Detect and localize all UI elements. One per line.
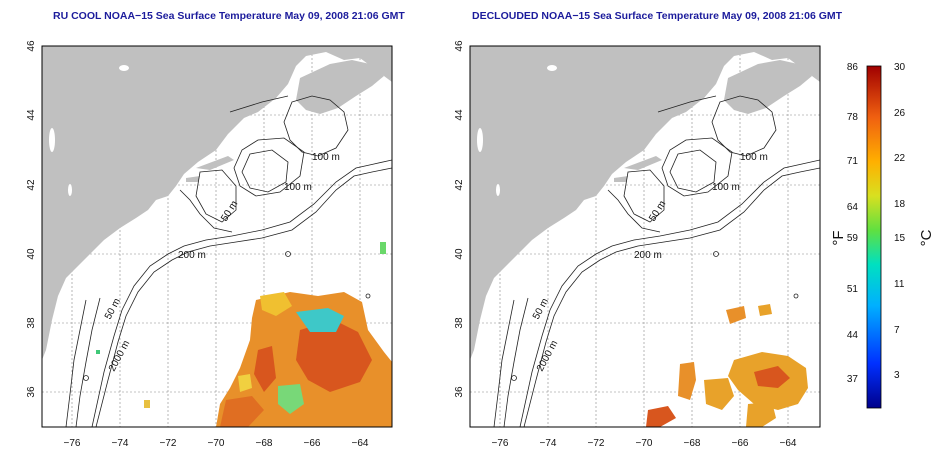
left-map	[42, 46, 392, 427]
lat-tick-label: 36	[26, 386, 37, 398]
lat-tick-label: 40	[26, 248, 37, 260]
colorbar-c-ticks: 30 26 22 18 15 11 7 3	[894, 62, 906, 381]
c-tick-label: 30	[894, 62, 906, 73]
fahrenheit-unit-label: °F	[830, 230, 847, 245]
f-tick-label: 37	[847, 374, 859, 385]
lon-tick-label: −66	[732, 438, 749, 449]
right-map	[470, 46, 820, 427]
lon-tick-label: −66	[304, 438, 321, 449]
lat-tick-label: 38	[26, 317, 37, 329]
f-tick-label: 78	[847, 112, 859, 123]
lat-tick-label: 38	[454, 317, 465, 329]
celsius-unit-label: °C	[918, 229, 935, 246]
c-tick-label: 11	[894, 279, 905, 290]
c-tick-label: 7	[894, 325, 900, 336]
f-tick-label: 64	[847, 202, 859, 213]
lon-tick-label: −64	[352, 438, 369, 449]
contour-label: 100 m	[712, 182, 740, 193]
left-sst-patches	[96, 242, 392, 427]
right-map-frame	[469, 45, 821, 428]
lon-tick-label: −76	[492, 438, 509, 449]
contour-label: 100 m	[312, 152, 340, 163]
c-tick-label: 3	[894, 370, 900, 381]
right-sst-patches	[646, 304, 808, 427]
contour-label: 100 m	[284, 182, 312, 193]
colorbar-f-ticks: 86 78 71 64 59 51 44 37	[847, 62, 859, 385]
contour-label: 200 m	[178, 250, 206, 261]
lat-tick-label: 44	[454, 109, 465, 121]
right-lat-ticks: 46 44 42 40 38 36	[454, 40, 465, 398]
c-tick-label: 22	[894, 153, 906, 164]
lon-tick-label: −68	[684, 438, 701, 449]
lon-tick-label: −74	[540, 438, 557, 449]
c-tick-label: 18	[894, 199, 906, 210]
lon-tick-label: −72	[588, 438, 605, 449]
c-tick-label: 26	[894, 108, 906, 119]
right-map-title: DECLOUDED NOAA−15 Sea Surface Temperatur…	[472, 10, 843, 22]
colorbar-gradient	[866, 65, 882, 409]
lat-tick-label: 36	[454, 386, 465, 398]
lon-tick-label: −76	[64, 438, 81, 449]
lon-tick-label: −68	[256, 438, 273, 449]
lat-tick-label: 46	[454, 40, 465, 52]
left-lat-ticks: 46 44 42 40 38 36	[26, 40, 37, 398]
f-tick-label: 71	[847, 156, 859, 167]
right-lon-ticks: −76 −74 −72 −70 −68 −66 −64	[492, 438, 797, 449]
f-tick-label: 51	[847, 284, 859, 295]
lat-tick-label: 42	[26, 179, 37, 191]
contour-label: 200 m	[634, 250, 662, 261]
lat-tick-label: 44	[26, 109, 37, 121]
f-tick-label: 44	[847, 330, 859, 341]
lat-tick-label: 46	[26, 40, 37, 52]
lon-tick-label: −72	[160, 438, 177, 449]
lon-tick-label: −70	[208, 438, 225, 449]
lat-tick-label: 40	[454, 248, 465, 260]
f-tick-label: 86	[847, 62, 859, 73]
left-map-frame	[41, 45, 393, 428]
lon-tick-label: −64	[780, 438, 797, 449]
contour-label: 100 m	[740, 152, 768, 163]
c-tick-label: 15	[894, 233, 906, 244]
lat-tick-label: 42	[454, 179, 465, 191]
left-lon-ticks: −76 −74 −72 −70 −68 −66 −64	[64, 438, 369, 449]
f-tick-label: 59	[847, 233, 859, 244]
lon-tick-label: −74	[112, 438, 129, 449]
left-map-title: RU COOL NOAA−15 Sea Surface Temperature …	[53, 10, 405, 22]
colorbar: 86 78 71 64 59 51 44 37 30 26 22 18 15 1…	[830, 62, 935, 409]
lon-tick-label: −70	[636, 438, 653, 449]
